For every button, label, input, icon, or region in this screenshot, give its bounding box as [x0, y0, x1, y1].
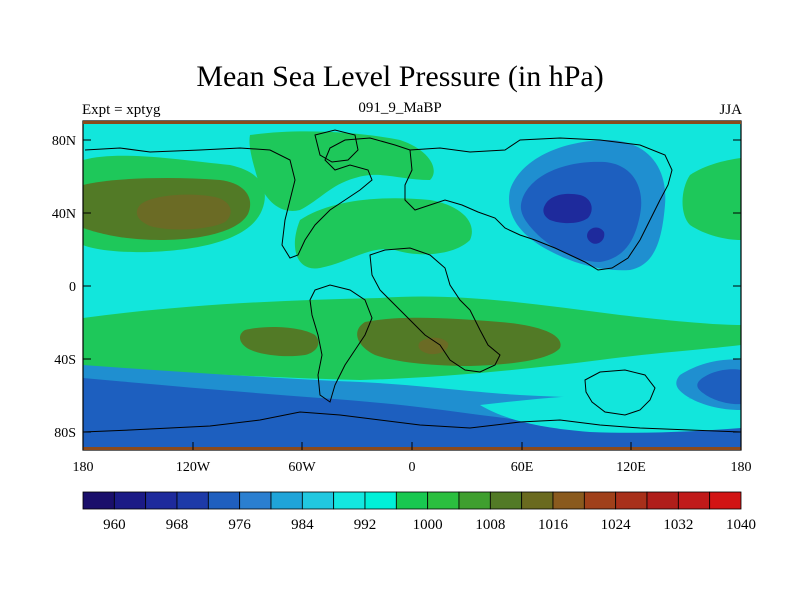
colorbar-swatch — [583, 491, 617, 510]
colorbar-swatch — [82, 491, 115, 510]
x-tick-label: 180 — [73, 460, 94, 475]
y-tick-label: 80N — [52, 134, 76, 149]
colorbar-swatch — [521, 491, 554, 510]
x-tick-label: 180 — [731, 460, 752, 475]
coastline-north-america — [84, 137, 411, 259]
colorbar-swatch — [489, 491, 523, 510]
colorbar-swatch — [301, 491, 335, 510]
colorbar-swatch — [615, 491, 648, 510]
y-tick-label: 0 — [69, 280, 76, 295]
colorbar-swatch — [552, 491, 585, 510]
plot-title: Mean Sea Level Pressure (in hPa) — [196, 60, 604, 93]
colorbar-label: 992 — [354, 517, 377, 533]
axis-ticks — [82, 139, 742, 450]
period-label: 091_9_MaBP — [358, 100, 442, 116]
colorbar-swatch — [458, 491, 491, 510]
contour-cyan-southern-band — [480, 394, 741, 433]
contour-olive-south-atlantic — [357, 317, 561, 366]
colorbar-label: 984 — [291, 517, 314, 533]
experiment-label: Expt = xptyg — [82, 102, 161, 118]
x-tick-label: 120E — [616, 460, 646, 475]
y-axis-labels: 80N 40N 0 40S 80S — [52, 134, 76, 441]
season-label: JJA — [719, 102, 742, 118]
x-tick-label: 60E — [511, 460, 534, 475]
contour-deepblue-asia — [543, 193, 592, 224]
x-tick-label: 60W — [288, 460, 316, 475]
contour-deepblue-asia-2 — [587, 227, 605, 244]
contour-brown-north-pacific — [136, 194, 231, 230]
coastline-eurasia — [404, 137, 673, 271]
x-tick-label: 0 — [409, 460, 416, 475]
colorbar-swatch — [176, 491, 209, 510]
coastline-antarctica — [83, 411, 741, 433]
y-tick-label: 40S — [54, 353, 76, 368]
colorbar-swatch — [646, 491, 679, 510]
colorbar-swatch — [333, 491, 366, 510]
colorbar-swatch — [145, 491, 178, 510]
colorbar-label: 960 — [103, 517, 126, 533]
colorbar-label: 1024 — [601, 517, 632, 533]
colorbar-swatch — [427, 491, 460, 510]
colorbar-swatch — [207, 491, 241, 510]
colorbar-label: 1032 — [663, 517, 693, 533]
colorbar-label: 1008 — [475, 517, 505, 533]
contour-green-north-atlantic — [249, 131, 434, 211]
contour-olive-south-pacific — [239, 327, 319, 357]
contour-brown-south-atlantic — [418, 337, 449, 355]
colorbar-label: 968 — [166, 517, 189, 533]
coastline-south-america — [309, 284, 373, 403]
colorbar-label: 976 — [228, 517, 251, 533]
map-top-edge — [83, 121, 741, 124]
coastline-australia — [584, 369, 656, 416]
x-axis-labels: 180 120W 60W 0 60E 120E 180 — [73, 460, 752, 475]
x-tick-label: 120W — [176, 460, 211, 475]
coastlines — [83, 129, 741, 433]
colorbar-swatch — [395, 491, 429, 510]
colorbar-swatch — [113, 491, 147, 510]
contour-green-mid-atlantic — [294, 198, 472, 269]
coastline-greenland — [314, 129, 359, 163]
y-tick-label: 80S — [54, 426, 76, 441]
colorbar-labels: 960 968 976 984 992 1000 1008 1016 1024 1032 1040 — [103, 517, 756, 533]
y-tick-label: 40N — [52, 207, 76, 222]
colorbar — [82, 491, 742, 510]
colorbar-label: 1040 — [726, 517, 756, 533]
colorbar-swatch — [677, 491, 711, 510]
colorbar-swatch — [709, 491, 742, 510]
colorbar-label: 1000 — [413, 517, 443, 533]
contour-green-north-east — [682, 158, 741, 240]
colorbar-swatch — [364, 491, 397, 510]
colorbar-swatch — [239, 491, 272, 510]
contour-blue-southern-east — [697, 369, 741, 405]
pressure-field — [83, 121, 741, 450]
colorbar-swatch — [270, 491, 303, 510]
contour-blue-southern-ocean — [83, 378, 741, 450]
colorbar-label: 1016 — [538, 517, 569, 533]
coastline-africa — [369, 247, 501, 373]
